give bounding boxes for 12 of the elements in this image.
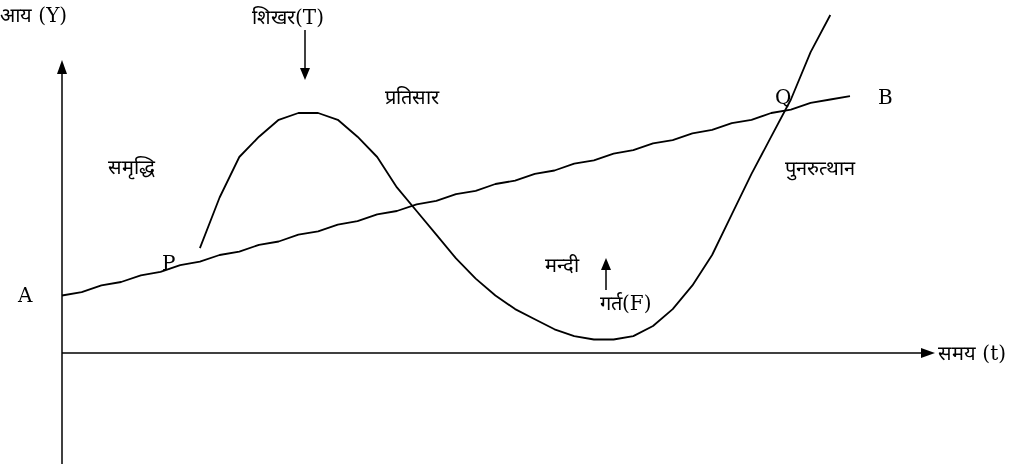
annotation: शिखर(T)	[252, 5, 324, 29]
annotation: B	[878, 85, 893, 109]
ylabel: आय (Y)	[0, 3, 68, 27]
annotation: P	[162, 251, 176, 275]
xlabel: समय (t)	[938, 341, 1006, 365]
annotation: पुनरुत्थान	[785, 156, 855, 180]
annotation: प्रतिसार	[385, 85, 439, 109]
annotation: समृद्धि	[108, 155, 155, 179]
annotation: A	[18, 283, 33, 307]
annotation: मन्दी	[545, 253, 579, 277]
annotation: गर्त(F)	[600, 291, 652, 315]
annotation: Q	[775, 85, 792, 109]
